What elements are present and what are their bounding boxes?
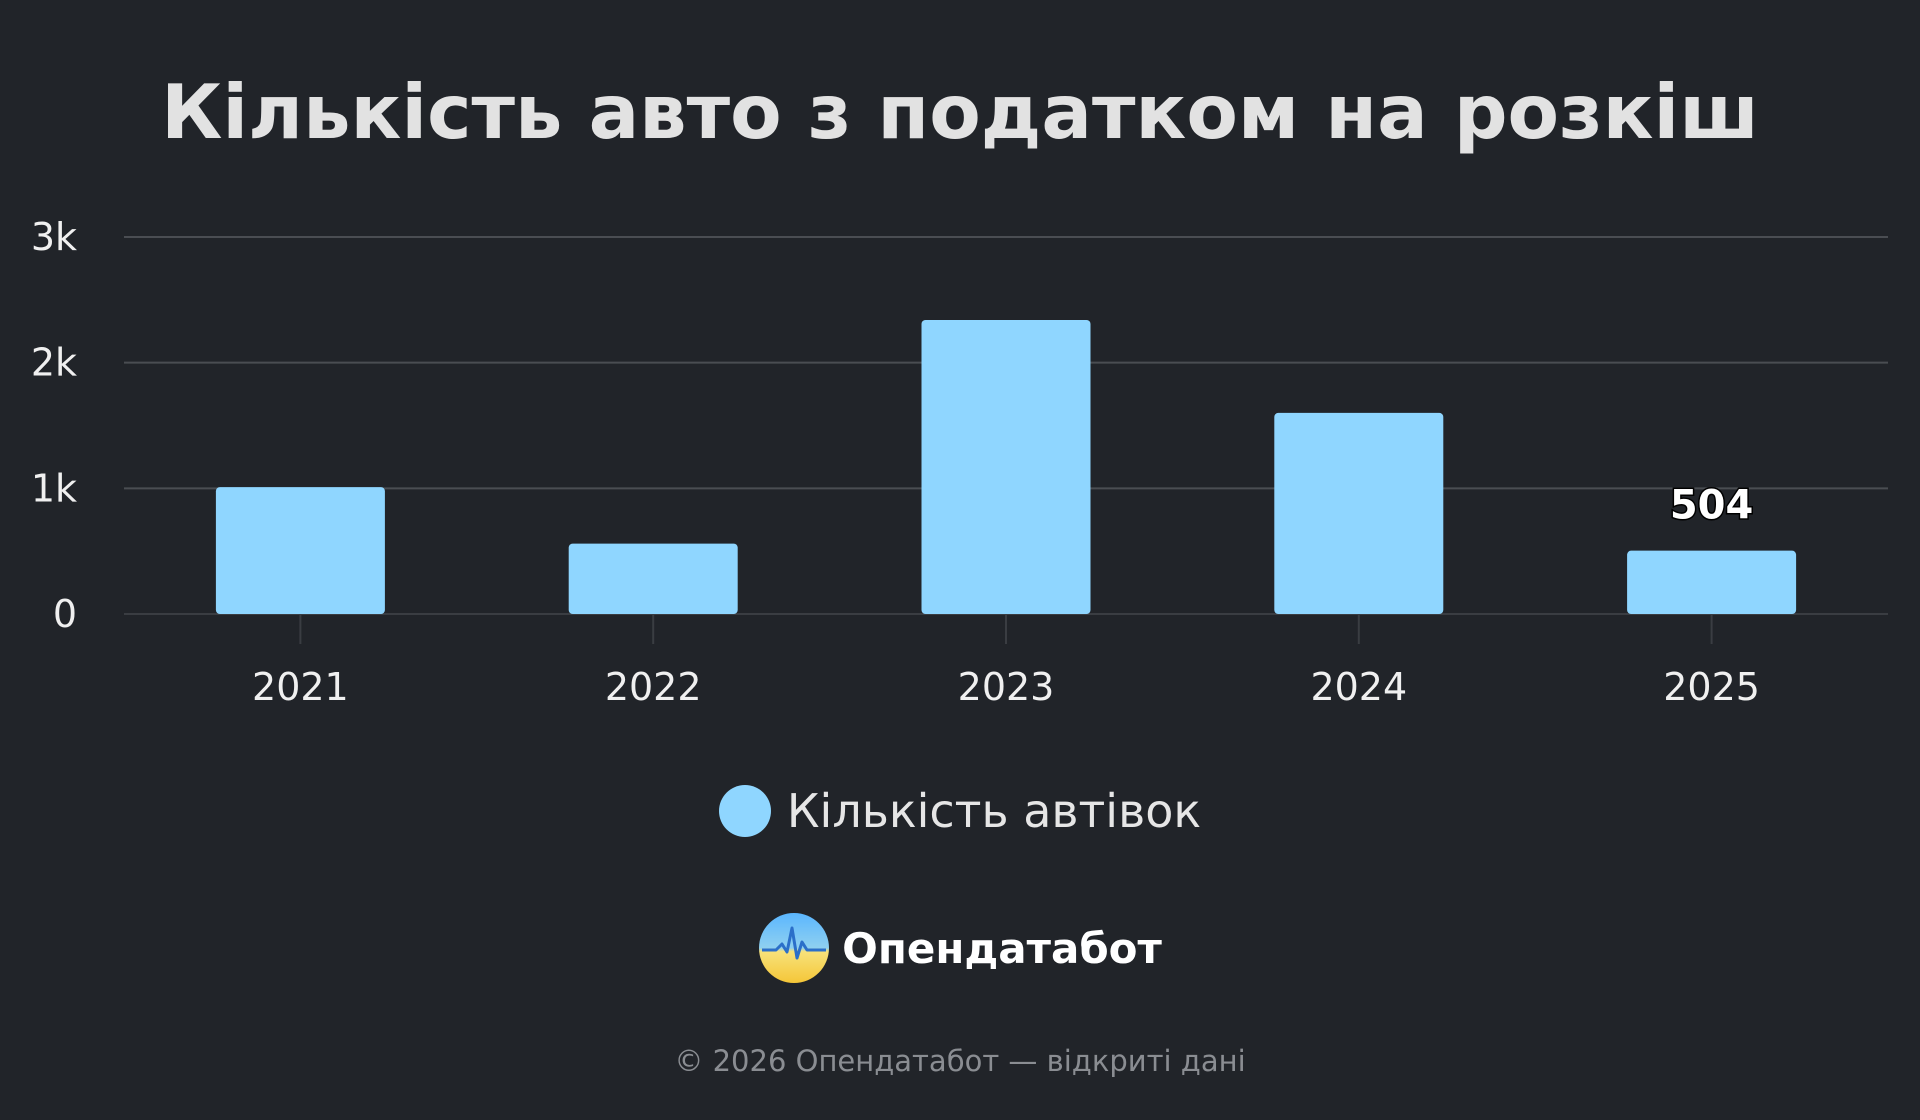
legend-marker: [718, 785, 771, 837]
y-tick-label: 2k: [31, 341, 77, 385]
bar-2021: [215, 487, 385, 614]
chart-legend[interactable]: Кількість автівок: [0, 784, 1920, 838]
x-tick-label: 2024: [1310, 665, 1407, 709]
x-tick-label: 2023: [958, 665, 1055, 709]
x-tick-label: 2025: [1663, 665, 1760, 709]
bar-2024: [1274, 412, 1444, 614]
y-tick-label: 1k: [31, 466, 77, 510]
chart-title: Кількість авто з податком на розкіш: [161, 68, 1759, 156]
opendatabot-logo-icon: [759, 913, 830, 983]
data-label: 504: [1670, 483, 1754, 529]
bar-2023: [921, 319, 1091, 614]
y-tick-label: 3k: [31, 215, 77, 259]
bar-2025: [1627, 550, 1797, 614]
legend-label: Кількість автівок: [786, 784, 1202, 838]
y-tick-label: 0: [53, 592, 77, 636]
brand-name: Опендатабот: [842, 923, 1162, 973]
bar-chart: 0 1k 2k 3k 2021 2022 2023 2024 2025 504: [31, 215, 1888, 709]
brand: Опендатабот: [0, 912, 1920, 984]
bar-2022: [568, 543, 738, 614]
x-tick-label: 2022: [605, 665, 702, 709]
footer-copyright: © 2026 Опендатабот — відкриті дані: [674, 1044, 1246, 1078]
x-tick-label: 2021: [252, 665, 349, 709]
